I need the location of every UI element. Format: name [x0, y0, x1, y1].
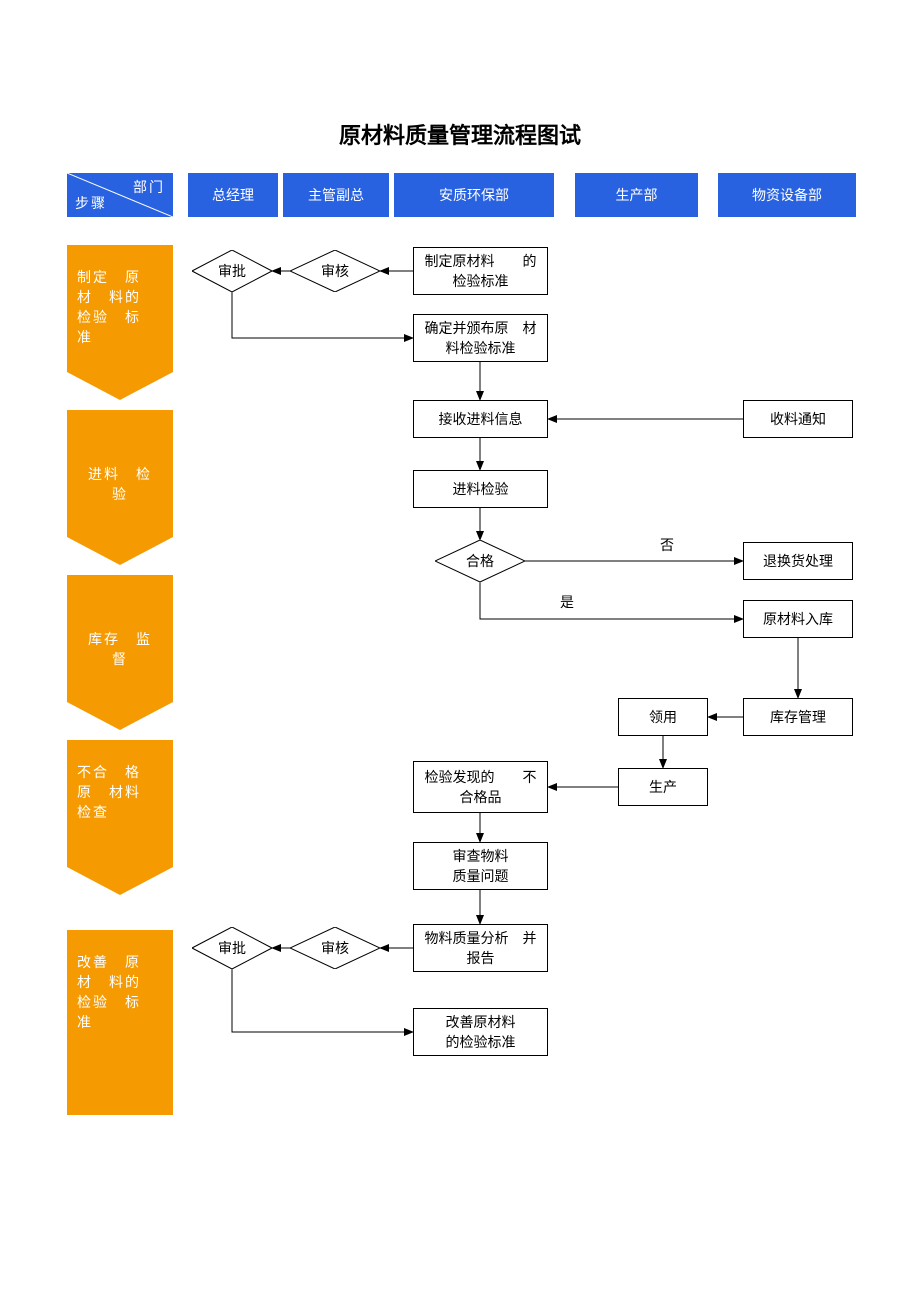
node-stockMgmt: 库存管理 [743, 698, 853, 736]
edge-label-ok-instock: 是 [560, 592, 574, 612]
node-approve1: 审批 [192, 250, 272, 292]
edge-label-ok-return: 否 [660, 535, 674, 555]
node-instock: 原材料入库 [743, 600, 853, 638]
node-ok: 合格 [435, 540, 525, 582]
node-report: 物料质量分析 并报告 [413, 924, 548, 972]
node-reviewQ: 审查物料质量问题 [413, 842, 548, 890]
node-approve2: 审批 [192, 927, 272, 969]
node-audit2: 审核 [290, 927, 380, 969]
node-audit1: 审核 [290, 250, 380, 292]
node-recvNote: 收料通知 [743, 400, 853, 438]
node-produce: 生产 [618, 768, 708, 806]
node-stdDef: 制定原材料 的检验标准 [413, 247, 548, 295]
node-inInsp: 进料检验 [413, 470, 548, 508]
node-return: 退换货处理 [743, 542, 853, 580]
node-use: 领用 [618, 698, 708, 736]
node-improve: 改善原材料的检验标准 [413, 1008, 548, 1056]
node-ncFound: 检验发现的 不合格品 [413, 761, 548, 813]
node-recvInfo: 接收进料信息 [413, 400, 548, 438]
node-confirm: 确定并颁布原 材料检验标准 [413, 314, 548, 362]
